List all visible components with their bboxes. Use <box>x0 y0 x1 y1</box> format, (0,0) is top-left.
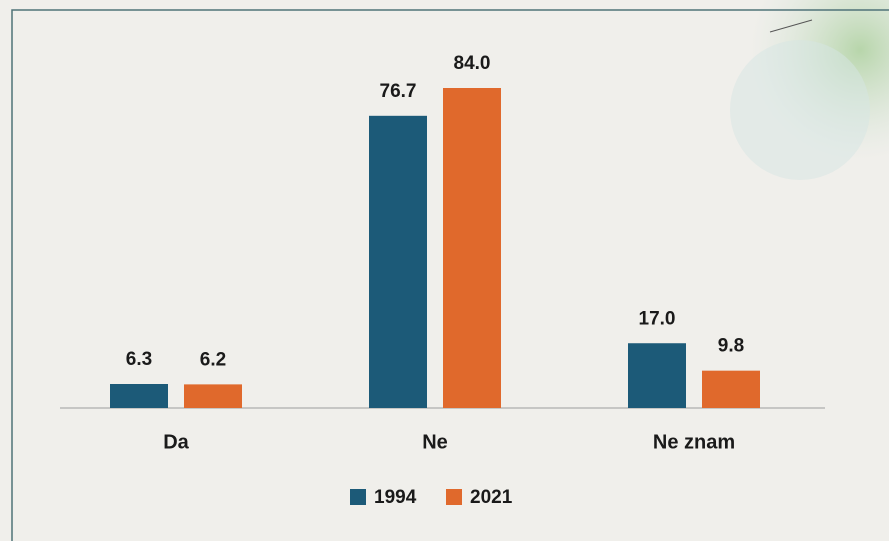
value-label: 6.3 <box>126 349 152 370</box>
x-tick-label: Ne znam <box>653 431 735 453</box>
bar <box>628 343 686 408</box>
bar <box>443 88 501 408</box>
bar <box>110 384 168 408</box>
legend-swatch <box>350 489 366 505</box>
legend-label: 2021 <box>470 487 513 508</box>
bar <box>184 384 242 408</box>
bar <box>369 115 427 409</box>
value-label: 6.2 <box>200 349 226 370</box>
x-tick-label: Ne <box>422 431 448 453</box>
legend-swatch <box>446 489 462 505</box>
x-tick-label: Da <box>163 431 189 453</box>
decoration <box>730 40 870 180</box>
bar <box>702 370 760 408</box>
frame <box>11 9 889 541</box>
value-label: 9.8 <box>718 336 744 357</box>
decoration <box>769 19 813 33</box>
legend-label: 1994 <box>374 487 417 508</box>
value-label: 17.0 <box>639 308 676 329</box>
value-label: 84.0 <box>454 53 491 74</box>
value-label: 76.7 <box>380 81 417 102</box>
